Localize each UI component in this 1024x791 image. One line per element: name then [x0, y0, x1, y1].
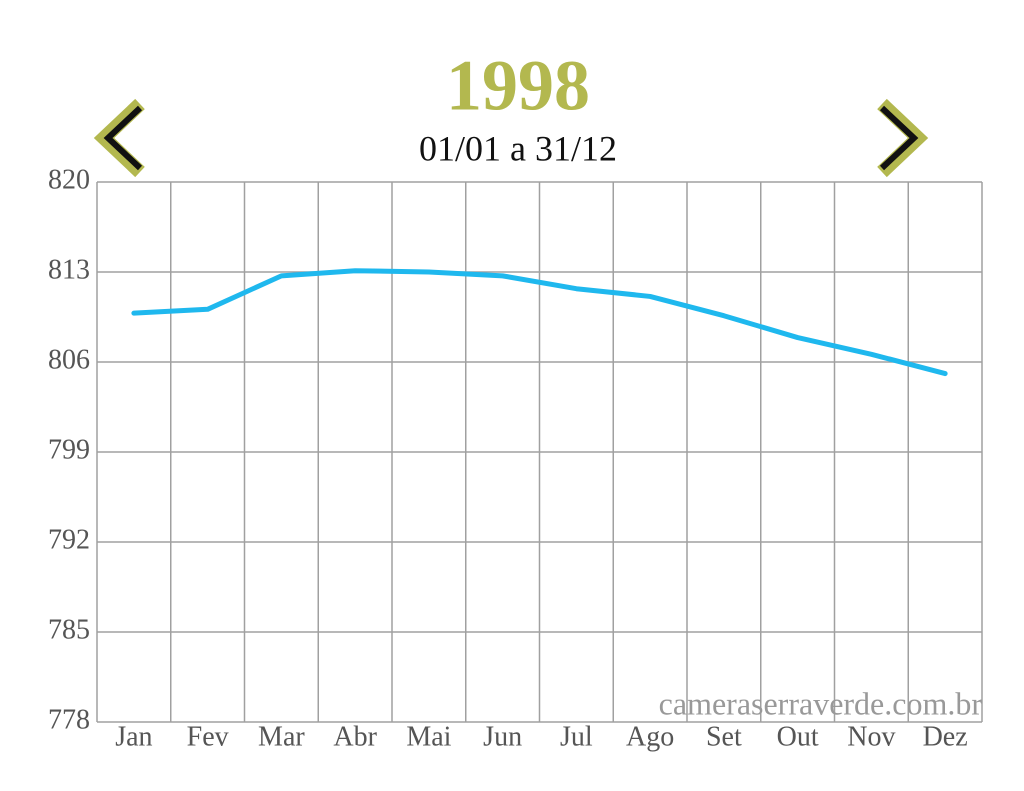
x-tick-label: Out [777, 721, 819, 752]
x-tick-label: Fev [187, 721, 229, 752]
y-tick-label: 820 [48, 164, 90, 195]
x-tick-label: Jan [115, 721, 152, 752]
next-button[interactable] [877, 98, 929, 178]
prev-button[interactable] [93, 98, 145, 178]
x-tick-label: Jul [560, 721, 593, 752]
y-tick-label: 792 [48, 524, 90, 555]
data-line [131, 268, 948, 377]
x-tick-label: Abr [333, 721, 377, 752]
y-tick-label: 806 [48, 344, 90, 375]
x-tick-label: Set [706, 721, 742, 752]
x-tick-label: Mai [406, 721, 451, 752]
watermark: cameraserraverde.com.br [659, 685, 983, 721]
y-tick-label: 785 [48, 614, 90, 645]
y-tick-label: 778 [48, 704, 90, 735]
x-tick-label: Ago [626, 721, 674, 752]
x-tick-label: Mar [258, 721, 305, 752]
chart-subtitle: 01/01 a 31/12 [419, 128, 617, 168]
y-tick-label: 799 [48, 434, 90, 465]
grid [96, 181, 983, 723]
x-tick-label: Dez [923, 721, 968, 752]
chart-title: 1998 [446, 46, 590, 126]
x-tick-label: Nov [847, 721, 895, 752]
y-tick-label: 813 [48, 254, 90, 285]
x-tick-label: Jun [483, 721, 522, 752]
